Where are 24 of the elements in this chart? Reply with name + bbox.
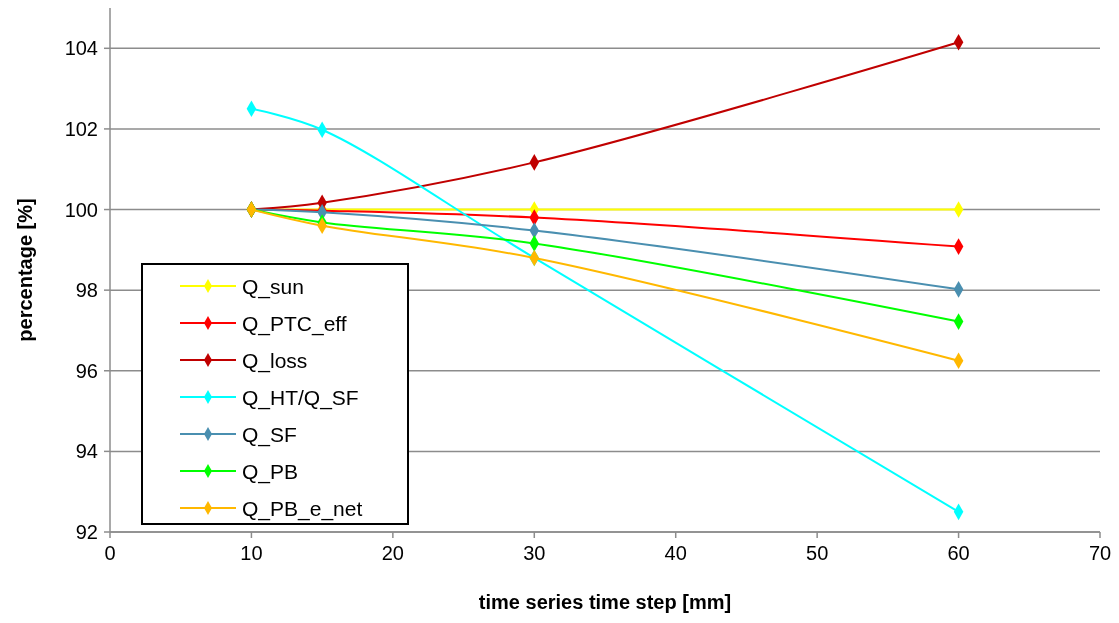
- x-tick-label: 70: [1088, 542, 1112, 564]
- legend-label: Q_sun: [242, 275, 304, 299]
- legend-label: Q_HT/Q_SF: [242, 386, 359, 410]
- y-axis-title: percentage [%]: [14, 198, 36, 342]
- x-tick-label: 20: [381, 542, 404, 564]
- y-tick-label: 102: [64, 117, 98, 140]
- legend-label: Q_SF: [242, 423, 297, 447]
- y-tick-label: 96: [75, 359, 98, 382]
- y-tick-label: 104: [64, 37, 98, 60]
- x-tick-label: 60: [947, 542, 970, 564]
- y-tick-label: 98: [75, 279, 98, 302]
- legend-label: Q_PTC_eff: [242, 312, 347, 336]
- x-axis-title: time series time step [mm]: [478, 591, 732, 613]
- x-tick-label: 30: [523, 542, 546, 564]
- y-tick-label: 100: [64, 198, 98, 221]
- legend-label: Q_PB_e_net: [242, 497, 363, 521]
- x-tick-label: 40: [664, 542, 687, 564]
- x-tick-label: 10: [240, 542, 263, 564]
- x-tick-label: 0: [104, 542, 116, 564]
- legend-label: Q_PB: [242, 460, 299, 484]
- legend-label: Q_loss: [242, 349, 308, 373]
- y-tick-label: 92: [75, 521, 98, 543]
- x-tick-label: 50: [806, 542, 829, 564]
- y-tick-label: 94: [75, 440, 98, 463]
